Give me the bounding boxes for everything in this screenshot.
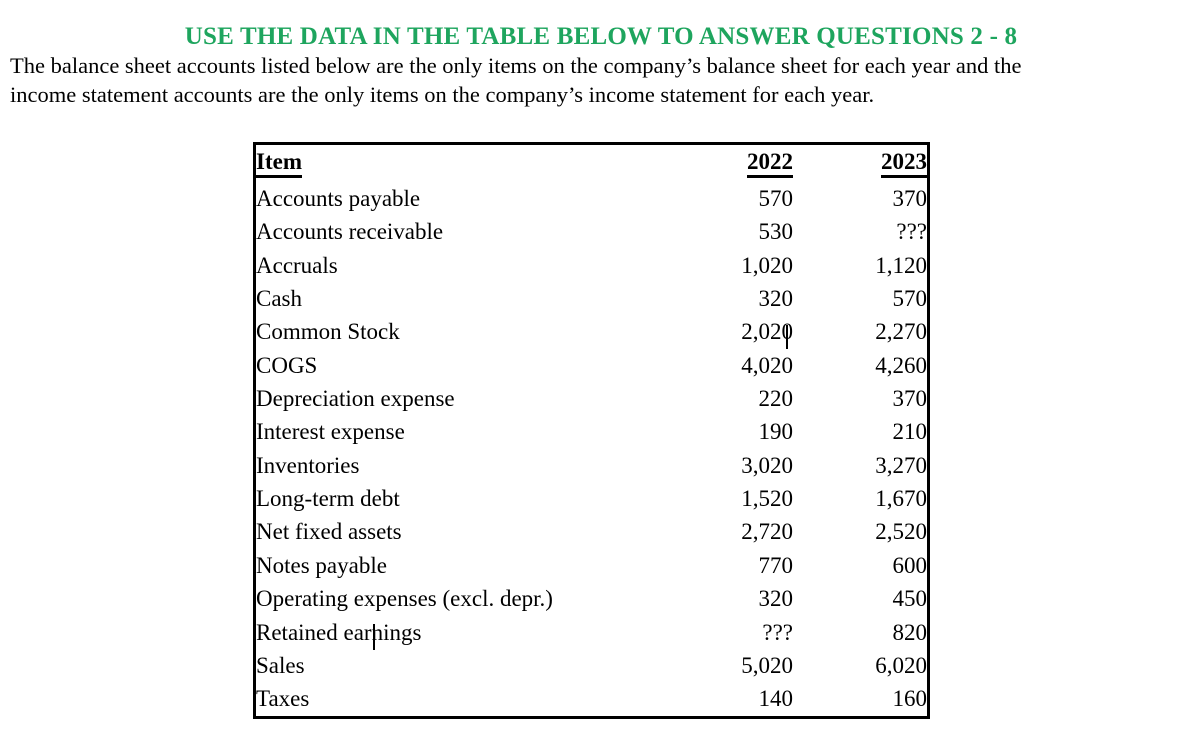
- column-header-2023: 2023: [793, 145, 927, 182]
- column-header-2022: 2022: [663, 145, 793, 182]
- value-2022-cell: 1,020: [741, 252, 793, 278]
- item-cell: Inventories: [256, 452, 360, 478]
- item-cell: Cash: [256, 286, 302, 312]
- column-header-2022-label: 2022: [747, 149, 793, 179]
- item-cell: Accounts receivable: [256, 219, 444, 245]
- value-2023-cell: 370: [892, 386, 928, 412]
- column-header-item: Item: [256, 145, 663, 182]
- table-row: Common Stock 2,020 2,270: [256, 316, 927, 349]
- value-2023-cell: 3,270: [875, 452, 927, 478]
- value-2022-cell: 320: [758, 586, 794, 612]
- value-2022-cell: 2,720: [741, 519, 793, 545]
- value-2022-cell: 320: [758, 286, 794, 312]
- table-row: Inventories 3,020 3,270: [256, 449, 927, 482]
- item-cell: Sales: [256, 652, 305, 678]
- table-row: Taxes 140 160: [256, 683, 927, 716]
- table-row: Cash 320 570: [256, 282, 927, 315]
- intro-paragraph: The balance sheet accounts listed below …: [10, 52, 1021, 109]
- value-2023-cell: 370: [892, 186, 928, 212]
- table-row: Operating expenses (excl. depr.) 320 450: [256, 583, 927, 616]
- value-2023-cell: 2,520: [875, 519, 927, 545]
- table-row: Interest expense 190 210: [256, 416, 927, 449]
- table-row: Accounts payable 570 370: [256, 182, 927, 215]
- value-2023-cell: 4,260: [875, 352, 927, 378]
- value-2023-cell: 570: [892, 286, 928, 312]
- table-row: Net fixed assets 2,720 2,520: [256, 516, 927, 549]
- value-2023-cell: 600: [892, 552, 928, 578]
- value-2023-cell: 2,270: [875, 319, 927, 345]
- item-cell: Taxes: [256, 686, 310, 712]
- value-2023-cell: 1,120: [875, 252, 927, 278]
- data-table: Item 2022 2023 Accounts payable 570 370 …: [256, 145, 927, 716]
- value-2022-cell: ???: [762, 619, 793, 645]
- table-row: Accruals 1,020 1,120: [256, 249, 927, 282]
- value-2022-cell: 2,020: [741, 319, 793, 345]
- item-cell: Long-term debt: [256, 486, 400, 512]
- item-cell: Accruals: [256, 252, 338, 278]
- table-row: Long-term debt 1,520 1,670: [256, 482, 927, 515]
- item-cell: Notes payable: [256, 552, 387, 578]
- table-row: Depreciation expense 220 370: [256, 382, 927, 415]
- item-cell: Common Stock: [256, 319, 400, 345]
- column-header-2023-label: 2023: [881, 149, 927, 179]
- table-header-row: Item 2022 2023: [256, 145, 927, 182]
- text-cursor: [373, 624, 375, 650]
- item-cell: Depreciation expense: [256, 386, 455, 412]
- intro-line: income statement accounts are the only i…: [10, 81, 875, 107]
- table-row: COGS 4,020 4,260: [256, 349, 927, 382]
- value-2022-cell: 5,020: [741, 652, 793, 678]
- value-2022-cell: 1,520: [741, 486, 793, 512]
- text-cursor: [786, 325, 788, 349]
- item-cell: COGS: [256, 352, 318, 378]
- item-cell: Retained earnings: [256, 619, 422, 645]
- value-2023-cell: 1,670: [875, 486, 927, 512]
- page-title: USE THE DATA IN THE TABLE BELOW TO ANSWE…: [184, 23, 1018, 50]
- value-2023-cell: 6,020: [875, 652, 927, 678]
- value-2023-cell: 820: [892, 619, 928, 645]
- value-2022-cell: 190: [758, 419, 794, 445]
- value-2022-cell: 220: [758, 386, 794, 412]
- item-cell: Net fixed assets: [256, 519, 402, 545]
- item-cell: Operating expenses (excl. depr.): [256, 586, 553, 612]
- value-2023-cell: ???: [896, 219, 927, 245]
- table-row: Notes payable 770 600: [256, 549, 927, 582]
- value-2023-cell: 450: [892, 586, 928, 612]
- table-row: Retained earnings ??? 820: [256, 616, 927, 649]
- data-table-container: Item 2022 2023 Accounts payable 570 370 …: [253, 142, 930, 719]
- item-cell: Accounts payable: [256, 186, 421, 212]
- column-header-item-label: Item: [256, 149, 302, 179]
- value-2022-cell: 570: [758, 186, 794, 212]
- table-row: Accounts receivable 530 ???: [256, 216, 927, 249]
- value-2023-cell: 210: [892, 419, 928, 445]
- table-row: Sales 5,020 6,020: [256, 649, 927, 682]
- value-2022-cell: 3,020: [741, 452, 793, 478]
- item-cell: Interest expense: [256, 419, 405, 445]
- value-2022-cell: 770: [758, 552, 794, 578]
- value-2022-cell: 4,020: [741, 352, 793, 378]
- value-2022-cell: 530: [758, 219, 794, 245]
- intro-line: The balance sheet accounts listed below …: [10, 53, 1022, 78]
- value-2023-cell: 160: [892, 686, 928, 712]
- value-2022-cell: 140: [758, 686, 794, 712]
